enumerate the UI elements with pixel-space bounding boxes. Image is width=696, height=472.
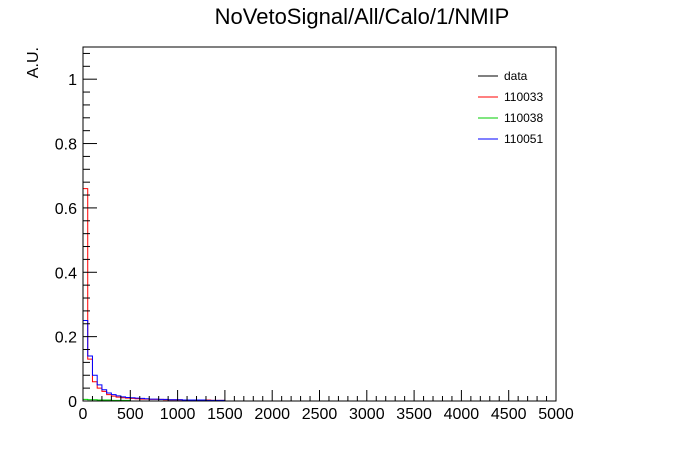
x-tick-label: 4500 xyxy=(491,406,527,423)
x-tick-label: 2500 xyxy=(302,406,338,423)
chart-title: NoVetoSignal/All/Calo/1/NMIP xyxy=(215,4,510,29)
x-tick-label: 4000 xyxy=(444,406,480,423)
y-tick-label: 0 xyxy=(68,394,77,411)
legend: data 110033 110038 110051 xyxy=(478,69,543,146)
plot-frame xyxy=(82,46,557,402)
x-tick-label: 5000 xyxy=(538,406,574,423)
series-110033 xyxy=(82,188,556,402)
x-tick-label: 2000 xyxy=(254,406,290,423)
x-tick-label: 0 xyxy=(79,406,88,423)
legend-label: 110038 xyxy=(504,111,543,125)
y-tick-label: 0.8 xyxy=(55,137,77,154)
x-tick-label: 3000 xyxy=(349,406,385,423)
y-tick-label: 1 xyxy=(68,72,77,89)
legend-label: data xyxy=(504,69,528,83)
x-tick-label: 1500 xyxy=(207,406,243,423)
y-tick-label: 0.4 xyxy=(55,265,77,282)
x-tick-label: 3500 xyxy=(396,406,432,423)
series-layer xyxy=(82,188,556,402)
x-axis: 0 500 1000 1500 2000 2500 3000 3500 4000 4500 5000 xyxy=(79,390,574,423)
x-tick-label: 500 xyxy=(117,406,144,423)
y-axis-title: A.U. xyxy=(25,47,42,78)
y-tick-label: 0.6 xyxy=(55,201,77,218)
y-axis: 0 0.2 0.4 0.6 0.8 1 xyxy=(55,52,97,411)
x-tick-label: 1000 xyxy=(160,406,196,423)
legend-label: 110051 xyxy=(504,132,543,146)
legend-label: 110033 xyxy=(504,90,543,104)
series-110051 xyxy=(82,320,556,402)
y-tick-label: 0.2 xyxy=(55,330,77,347)
